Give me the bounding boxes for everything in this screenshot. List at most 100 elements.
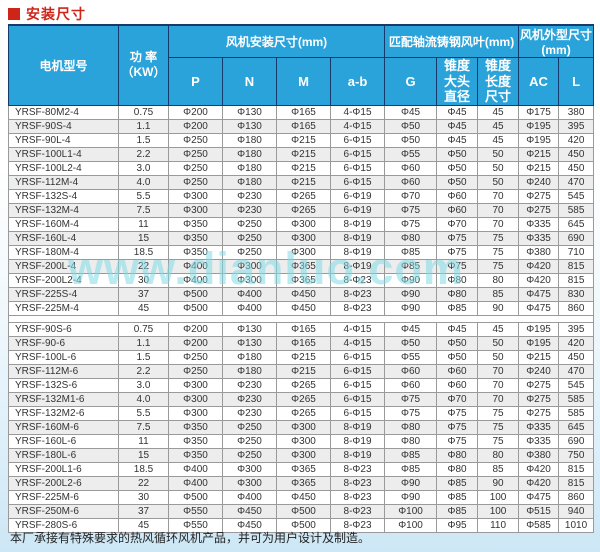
value-cell: Φ250 bbox=[222, 433, 277, 449]
value-cell: 645 bbox=[558, 419, 595, 435]
table-row: YRSF-90-6 1.1 Φ200 Φ130 Φ165 4-Φ15 Φ50 Φ50 50 Φ19… bbox=[8, 335, 595, 351]
value-cell: 70 bbox=[477, 363, 520, 379]
table-row: YRSF-200L2-4 30 Φ400 Φ300 Φ365 8-Φ23 Φ90 Φ80 80 Φ… bbox=[8, 272, 595, 288]
model-cell: YRSF-280S-6 bbox=[8, 517, 119, 533]
value-cell: 0.75 bbox=[118, 104, 169, 120]
value-cell: Φ180 bbox=[222, 132, 277, 148]
model-cell: YRSF-225M-4 bbox=[8, 300, 119, 316]
value-cell: Φ500 bbox=[168, 489, 223, 505]
value-cell: 50 bbox=[477, 335, 520, 351]
value-cell: 75 bbox=[477, 230, 520, 246]
value-cell: 3.0 bbox=[118, 160, 169, 176]
value-cell: Φ335 bbox=[518, 230, 560, 246]
value-cell: Φ350 bbox=[168, 447, 223, 463]
value-cell: Φ230 bbox=[222, 391, 277, 407]
model-cell: YRSF-200L2-4 bbox=[8, 272, 119, 288]
value-cell: 30 bbox=[118, 272, 169, 288]
value-cell: Φ200 bbox=[168, 118, 223, 134]
value-cell: Φ240 bbox=[518, 363, 560, 379]
value-cell: Φ300 bbox=[276, 216, 331, 232]
value-cell: 8-Φ23 bbox=[329, 461, 386, 477]
model-cell: YRSF-112M-4 bbox=[8, 174, 119, 190]
model-cell: YRSF-132S-6 bbox=[8, 377, 119, 393]
value-cell: Φ165 bbox=[276, 118, 331, 134]
value-cell: Φ250 bbox=[168, 174, 223, 190]
value-cell: 585 bbox=[558, 405, 595, 421]
value-cell: Φ215 bbox=[518, 349, 560, 365]
value-cell: 75 bbox=[477, 433, 520, 449]
section-4pole: YRSF-80M2-4 0.75 Φ200 Φ130 Φ165 4-Φ15 Φ45 Φ45 45… bbox=[8, 104, 595, 316]
value-cell: 110 bbox=[477, 517, 520, 533]
value-cell: Φ60 bbox=[384, 174, 438, 190]
value-cell: Φ80 bbox=[436, 461, 479, 477]
value-cell: Φ585 bbox=[518, 517, 560, 533]
value-cell: Φ250 bbox=[168, 132, 223, 148]
model-cell: YRSF-90L-4 bbox=[8, 132, 119, 148]
value-cell: 470 bbox=[558, 363, 595, 379]
value-cell: Φ55 bbox=[384, 349, 438, 365]
value-cell: Φ175 bbox=[518, 104, 560, 120]
value-cell: 75 bbox=[477, 244, 520, 260]
value-cell: 7.5 bbox=[118, 419, 169, 435]
value-cell: Φ265 bbox=[276, 188, 331, 204]
value-cell: 4-Φ15 bbox=[329, 321, 386, 337]
value-cell: Φ130 bbox=[222, 335, 277, 351]
value-cell: Φ85 bbox=[436, 475, 479, 491]
value-cell: 4-Φ15 bbox=[329, 335, 386, 351]
value-cell: Φ475 bbox=[518, 489, 560, 505]
value-cell: 815 bbox=[558, 272, 595, 288]
value-cell: Φ450 bbox=[222, 503, 277, 519]
value-cell: 37 bbox=[118, 503, 169, 519]
table-row: YRSF-160L-6 11 Φ350 Φ250 Φ300 8-Φ19 Φ80 Φ75 75 Φ3… bbox=[8, 433, 595, 449]
spec-table: 电机型号 功 率 （KW） 风机安装尺寸(mm) 匹配轴流铸钢风叶(mm) 风机… bbox=[8, 23, 595, 533]
value-cell: Φ215 bbox=[518, 146, 560, 162]
value-cell: Φ60 bbox=[384, 160, 438, 176]
value-cell: 50 bbox=[477, 146, 520, 162]
value-cell: Φ215 bbox=[276, 132, 331, 148]
value-cell: Φ215 bbox=[276, 160, 331, 176]
header-install-group: 风机安装尺寸(mm) bbox=[167, 24, 386, 58]
value-cell: Φ200 bbox=[168, 104, 223, 120]
value-cell: Φ450 bbox=[276, 300, 331, 316]
value-cell: 4-Φ15 bbox=[329, 104, 386, 120]
value-cell: 45 bbox=[477, 132, 520, 148]
value-cell: 4.0 bbox=[118, 391, 169, 407]
header-p: P bbox=[168, 57, 223, 106]
value-cell: Φ80 bbox=[384, 230, 438, 246]
model-cell: YRSF-160L-4 bbox=[8, 230, 119, 246]
value-cell: 6-Φ15 bbox=[329, 363, 386, 379]
value-cell: Φ300 bbox=[222, 461, 277, 477]
model-cell: YRSF-90-6 bbox=[8, 335, 119, 351]
value-cell: Φ300 bbox=[168, 202, 223, 218]
value-cell: Φ180 bbox=[222, 174, 277, 190]
value-cell: 750 bbox=[558, 447, 595, 463]
table-row: YRSF-90L-4 1.5 Φ250 Φ180 Φ215 6-Φ15 Φ50 Φ45 45 Φ1… bbox=[8, 132, 595, 148]
value-cell: 450 bbox=[558, 349, 595, 365]
value-cell: Φ60 bbox=[436, 202, 479, 218]
value-cell: Φ300 bbox=[222, 272, 277, 288]
value-cell: 545 bbox=[558, 188, 595, 204]
value-cell: 90 bbox=[477, 475, 520, 491]
value-cell: Φ365 bbox=[276, 258, 331, 274]
table-row: YRSF-100L-6 1.5 Φ250 Φ180 Φ215 6-Φ15 Φ55 Φ50 50 Φ… bbox=[8, 349, 595, 365]
value-cell: 70 bbox=[477, 391, 520, 407]
value-cell: Φ45 bbox=[436, 118, 479, 134]
value-cell: Φ195 bbox=[518, 132, 560, 148]
value-cell: 4-Φ15 bbox=[329, 118, 386, 134]
value-cell: Φ300 bbox=[276, 447, 331, 463]
value-cell: 690 bbox=[558, 230, 595, 246]
value-cell: 45 bbox=[477, 104, 520, 120]
value-cell: Φ75 bbox=[384, 391, 438, 407]
model-cell: YRSF-90S-4 bbox=[8, 118, 119, 134]
table-row: YRSF-90S-4 1.1 Φ200 Φ130 Φ165 4-Φ15 Φ50 Φ45 45 Φ1… bbox=[8, 118, 595, 134]
value-cell: 1.5 bbox=[118, 132, 169, 148]
table-row: YRSF-80M2-4 0.75 Φ200 Φ130 Φ165 4-Φ15 Φ45 Φ45 45… bbox=[8, 104, 595, 120]
model-cell: YRSF-200L-4 bbox=[8, 258, 119, 274]
value-cell: Φ275 bbox=[518, 188, 560, 204]
value-cell: Φ60 bbox=[384, 377, 438, 393]
value-cell: 8-Φ19 bbox=[329, 244, 386, 260]
value-cell: 6-Φ15 bbox=[329, 377, 386, 393]
value-cell: 2.2 bbox=[118, 363, 169, 379]
value-cell: Φ75 bbox=[436, 419, 479, 435]
value-cell: 2.2 bbox=[118, 146, 169, 162]
